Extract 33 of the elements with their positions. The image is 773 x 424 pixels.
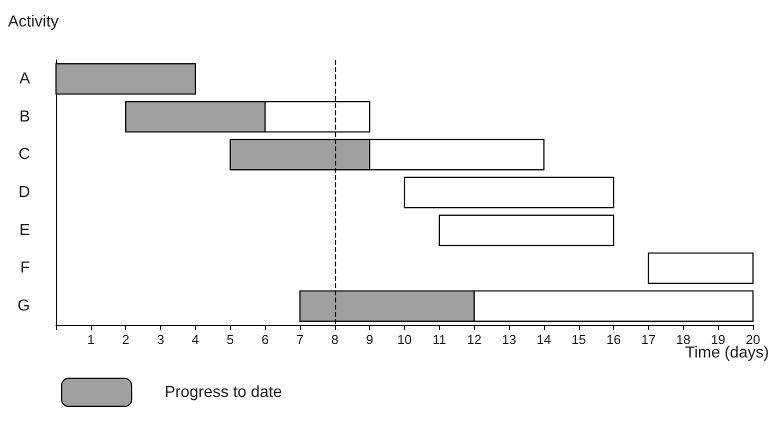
- y-tick-label: B: [19, 108, 30, 126]
- x-tick-label: 1: [87, 332, 94, 347]
- x-tick-label: 14: [536, 332, 552, 347]
- x-tick-label: 19: [710, 332, 726, 347]
- y-tick-label: F: [20, 260, 30, 277]
- x-tick-label: 3: [156, 332, 164, 347]
- x-tick-label: 7: [296, 332, 304, 347]
- bar: [648, 252, 754, 284]
- x-tick-label: 16: [606, 332, 621, 347]
- x-tick-label: 18: [676, 332, 691, 347]
- y-tick-label: E: [19, 222, 30, 239]
- y-axis-title: Activity: [8, 14, 59, 30]
- bar: [404, 176, 614, 208]
- bar: [438, 214, 614, 246]
- y-tick-label: A: [19, 70, 30, 88]
- x-tick-label: 17: [641, 332, 656, 347]
- x-axis-title: Time (days): [685, 344, 769, 362]
- y-tick-label: D: [18, 184, 30, 201]
- x-tick-label: 10: [397, 332, 412, 347]
- x-tick-label: 9: [366, 332, 374, 347]
- x-tick-label: 12: [466, 332, 482, 347]
- x-tick-label: 20: [746, 332, 760, 347]
- x-tick-label: 4: [192, 332, 200, 347]
- x-tick-label: 8: [331, 332, 338, 347]
- legend-label: Progress to date: [164, 384, 282, 401]
- y-tick-label: G: [18, 298, 30, 315]
- x-tick-label: 5: [226, 332, 234, 347]
- x-tick-label: 13: [502, 332, 516, 347]
- x-tick-label: 6: [261, 332, 269, 347]
- x-tick-label: 11: [432, 332, 446, 347]
- x-tick-label: 15: [572, 332, 586, 347]
- y-tick-label: C: [18, 146, 30, 164]
- x-tick-label: 2: [122, 332, 130, 347]
